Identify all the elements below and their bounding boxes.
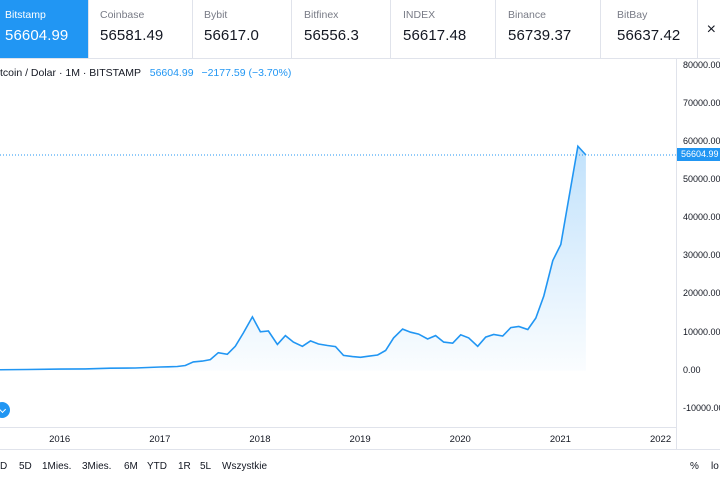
tab-price: 56617.0 <box>204 27 259 44</box>
chart-legend: tcoin / Dolar · 1M · BITSTAMP 56604.99 −… <box>0 67 291 79</box>
scroll-to-realtime-icon[interactable] <box>0 402 10 418</box>
range-5y[interactable]: 5L <box>200 461 212 472</box>
price-tick-label: 30000.00 <box>683 250 720 261</box>
price-tick-label: 20000.00 <box>683 288 720 299</box>
price-chart[interactable] <box>0 59 676 427</box>
tab-price: 56581.49 <box>100 27 164 44</box>
time-axis-border <box>0 427 676 428</box>
tab-price: 56556.3 <box>304 27 359 44</box>
log-scale-toggle[interactable]: lo <box>711 461 719 472</box>
symbol-label: tcoin / Dolar · 1M · BITSTAMP <box>0 67 141 79</box>
tab-binance[interactable]: Binance 56739.37 <box>496 0 601 58</box>
time-tick-label: 2020 <box>449 434 471 445</box>
tab-price: 56739.37 <box>508 27 572 44</box>
time-tick-label: 2017 <box>149 434 171 445</box>
tab-price: 56604.99 <box>5 27 69 44</box>
price-tick-label: -10000.00 <box>683 402 720 413</box>
time-tick-label: 2022 <box>649 434 672 445</box>
tab-bitstamp[interactable]: Bitstamp 56604.99 <box>0 0 89 58</box>
percent-scale-toggle[interactable]: % <box>690 461 699 472</box>
tab-coinbase[interactable]: Coinbase 56581.49 <box>89 0 193 58</box>
last-price-tag: 56604.99 <box>677 148 720 162</box>
tab-name: Bybit <box>204 9 228 21</box>
tab-index[interactable]: INDEX 56617.48 <box>391 0 496 58</box>
tab-bybit[interactable]: Bybit 56617.0 <box>193 0 292 58</box>
price-line <box>0 144 587 371</box>
range-1y[interactable]: 1R <box>178 461 191 472</box>
close-icon[interactable]: × <box>706 21 716 38</box>
tab-name: Bitstamp <box>5 9 46 21</box>
range-3m[interactable]: 3Mies. <box>82 461 112 472</box>
range-all[interactable]: Wszystkie <box>222 461 267 472</box>
price-tick-label: 40000.00 <box>683 212 720 223</box>
price-tick-label: 50000.00 <box>683 174 720 185</box>
range-1m[interactable]: 1Mies. <box>42 461 72 472</box>
tab-name: Coinbase <box>100 9 145 21</box>
tab-price: 56617.48 <box>403 27 467 44</box>
tab-bitfinex[interactable]: Bitfinex 56556.3 <box>292 0 391 58</box>
price-tick-label: 10000.00 <box>683 326 720 337</box>
time-tick-label: 2016 <box>49 434 71 445</box>
price-tick-label: 70000.00 <box>683 97 720 108</box>
price-area <box>0 146 586 371</box>
change-label: −2177.59 (−3.70%) <box>201 67 292 79</box>
price-tick-label: 60000.00 <box>683 136 720 147</box>
range-ytd[interactable]: YTD <box>147 461 167 472</box>
tab-name: INDEX <box>403 9 436 21</box>
tab-name: BitBay <box>617 9 648 21</box>
range-toolbar: D 5D 1Mies. 3Mies. 6M YTD 1R 5L Wszystki… <box>0 449 720 491</box>
time-tick-label: 2019 <box>349 434 371 445</box>
price-tick-label: 80000.00 <box>683 59 720 70</box>
price-tick-label: 0.00 <box>683 364 701 375</box>
tab-price: 56637.42 <box>617 27 681 44</box>
exchange-tabs: Bitstamp 56604.99 Coinbase 56581.49 Bybi… <box>0 0 720 59</box>
tab-close[interactable]: × <box>698 0 720 58</box>
tab-name: Bitfinex <box>304 9 339 21</box>
range-1d[interactable]: D <box>0 461 8 472</box>
range-6m[interactable]: 6M <box>124 461 138 472</box>
time-tick-label: 2021 <box>549 434 571 445</box>
time-tick-label: 2018 <box>249 434 271 445</box>
last-price-label: 56604.99 <box>149 67 194 79</box>
tab-name: Binance <box>508 9 546 21</box>
price-axis-border <box>676 59 677 449</box>
range-5d[interactable]: 5D <box>19 461 32 472</box>
tab-bitbay[interactable]: BitBay 56637.42 <box>601 0 698 58</box>
